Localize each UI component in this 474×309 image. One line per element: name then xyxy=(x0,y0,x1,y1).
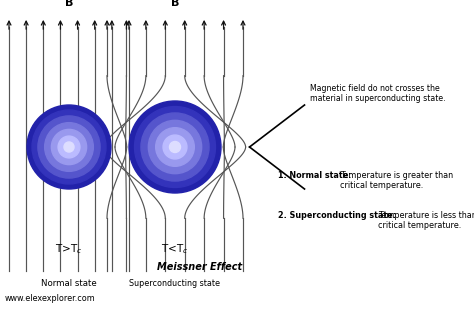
Circle shape xyxy=(45,123,93,171)
Text: Meissner Effect: Meissner Effect xyxy=(156,262,242,272)
Text: T<T$_c$: T<T$_c$ xyxy=(161,242,189,256)
Circle shape xyxy=(163,135,187,159)
Text: Temperature is less than
critical temperature.: Temperature is less than critical temper… xyxy=(378,211,474,231)
Circle shape xyxy=(58,136,80,158)
Text: www.elexexplorer.com: www.elexexplorer.com xyxy=(5,294,96,303)
Circle shape xyxy=(38,116,100,178)
Circle shape xyxy=(64,142,74,152)
Text: Superconducting state: Superconducting state xyxy=(129,280,220,289)
Text: T>T$_c$: T>T$_c$ xyxy=(55,242,83,256)
Circle shape xyxy=(129,101,221,193)
Circle shape xyxy=(27,105,111,189)
Circle shape xyxy=(51,129,87,165)
Circle shape xyxy=(155,128,194,166)
Circle shape xyxy=(148,120,201,174)
Circle shape xyxy=(135,107,216,188)
Circle shape xyxy=(32,110,106,184)
Text: 1. Normal state:: 1. Normal state: xyxy=(278,171,354,180)
Text: B: B xyxy=(171,0,179,8)
Circle shape xyxy=(170,142,181,153)
Circle shape xyxy=(141,113,209,181)
Text: Temperature is greater than
critical temperature.: Temperature is greater than critical tem… xyxy=(340,171,453,190)
Text: Normal state: Normal state xyxy=(41,280,97,289)
Text: B: B xyxy=(65,0,73,8)
Text: Magnetic field do not crosses the
material in superconducting state.: Magnetic field do not crosses the materi… xyxy=(310,84,445,103)
Text: 2. Superconducting state:: 2. Superconducting state: xyxy=(278,211,399,220)
